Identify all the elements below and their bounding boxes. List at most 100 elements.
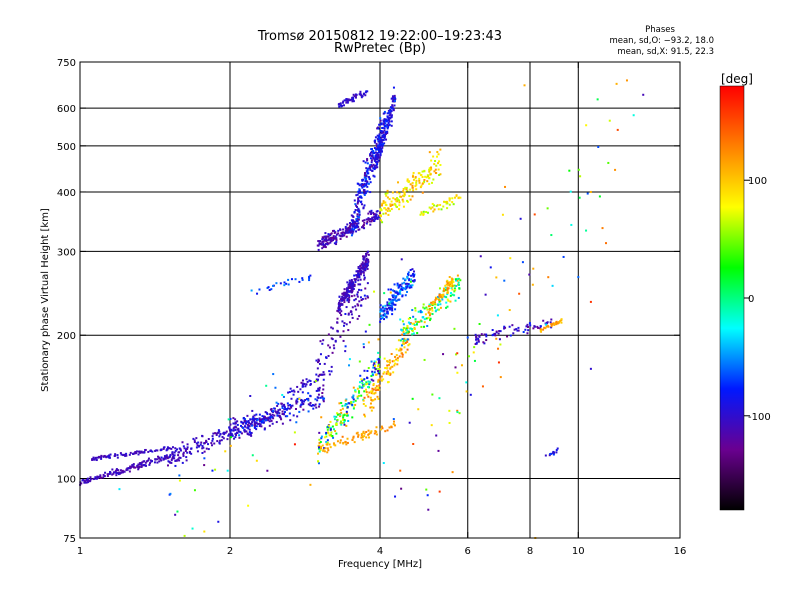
trace-10-point (335, 239, 338, 242)
trace-18-point (448, 276, 451, 279)
trace-10-point (355, 222, 358, 225)
trace-0-point (137, 463, 140, 466)
trace-8-point (334, 339, 337, 342)
trace-9-point (347, 293, 350, 296)
trace-23-point (503, 279, 506, 282)
trace-10-point (365, 222, 368, 225)
trace-17-point (416, 321, 419, 324)
trace-5-point (377, 370, 380, 373)
trace-9-point (359, 278, 362, 281)
trace-2-point (267, 417, 270, 420)
trace-19-point (308, 275, 311, 278)
trace-17-point (423, 321, 426, 324)
trace-7-point (386, 364, 389, 367)
trace-17-point (411, 333, 414, 336)
trace-12-point (373, 164, 376, 167)
trace-21-point (539, 330, 542, 333)
trace-12-point (373, 175, 376, 178)
trace-12-point (376, 152, 379, 155)
trace-20-point (497, 332, 500, 335)
trace-9-point (362, 271, 365, 274)
trace-12-point (374, 166, 377, 169)
y-tick-label-600: 600 (57, 104, 76, 115)
trace-22-point (549, 453, 552, 456)
trace-9-point (346, 281, 349, 284)
trace-12-point (388, 123, 391, 126)
trace-21-point (544, 327, 547, 330)
trace-18-point (427, 311, 430, 314)
trace-14-point (430, 166, 433, 169)
trace-10-point (325, 242, 328, 245)
trace-16-point (383, 312, 386, 315)
trace-3-point (238, 434, 241, 437)
trace-12-point (387, 111, 390, 114)
trace-10-point (330, 237, 333, 240)
trace-11-point (358, 196, 361, 199)
trace-23-point (456, 411, 459, 414)
trace-2-point (185, 459, 188, 462)
trace-14-point (386, 209, 389, 212)
trace-16-point (390, 300, 393, 303)
trace-8-point (318, 373, 321, 376)
trace-14-point (417, 172, 420, 175)
trace-8-point (339, 335, 342, 338)
trace-5-point (346, 414, 349, 417)
trace-4-point (301, 379, 304, 382)
trace-14-point (398, 192, 401, 195)
trace-3-point (239, 431, 242, 434)
trace-17-point (411, 327, 414, 330)
phase-stats-o: mean, sd,O: −93.2, 18.0 (609, 36, 714, 46)
trace-12-point (381, 139, 384, 142)
trace-16-point (401, 288, 404, 291)
trace-8-point (325, 356, 327, 359)
trace-4-point (287, 391, 290, 394)
trace-11-point (380, 122, 383, 125)
trace-10-point (332, 237, 335, 240)
y-tick-label-500: 500 (57, 142, 76, 153)
trace-0-point (163, 455, 166, 458)
isolated-point-2 (616, 128, 619, 131)
trace-13-point (360, 96, 363, 99)
trace-4-point (292, 389, 295, 392)
trace-17-point (422, 316, 425, 319)
trace-9-point (361, 255, 364, 258)
trace-10-point (367, 218, 370, 221)
trace-5-point (346, 406, 349, 409)
trace-2-point (283, 413, 286, 416)
trace-24-point (274, 386, 277, 389)
trace-14-point (415, 179, 418, 182)
trace-11-point (357, 208, 360, 211)
trace-9-point (359, 273, 362, 276)
trace-3-point (233, 426, 236, 429)
trace-23-point (399, 469, 402, 472)
trace-3-point (286, 415, 289, 418)
trace-9-point (351, 281, 354, 284)
trace-9-point (360, 270, 363, 273)
trace-13-point (359, 90, 362, 93)
trace-11-point (356, 193, 359, 196)
trace-23-point (586, 192, 589, 195)
trace-9-point (354, 281, 357, 283)
trace-24-point (230, 436, 233, 439)
trace-13-point (338, 103, 341, 106)
trace-17-point (455, 279, 458, 282)
trace-2-point (170, 461, 173, 464)
trace-3-point (262, 417, 265, 420)
trace-2-point (173, 457, 176, 460)
trace-3-point (276, 414, 279, 417)
trace-18-point (442, 293, 445, 296)
trace-0-point (89, 478, 92, 481)
trace-19-point (256, 292, 259, 295)
trace-23-point (400, 487, 403, 490)
trace-10-point (374, 218, 377, 221)
trace-5-point (318, 431, 321, 434)
trace-12-point (380, 141, 383, 144)
x-tick-label-4: 4 (377, 546, 383, 557)
trace-8-point (327, 354, 330, 357)
trace-4-point (315, 378, 318, 381)
trace-11-point (365, 184, 368, 187)
trace-7-point (389, 372, 392, 375)
trace-5-point (332, 428, 335, 431)
trace-17-point (429, 319, 432, 322)
